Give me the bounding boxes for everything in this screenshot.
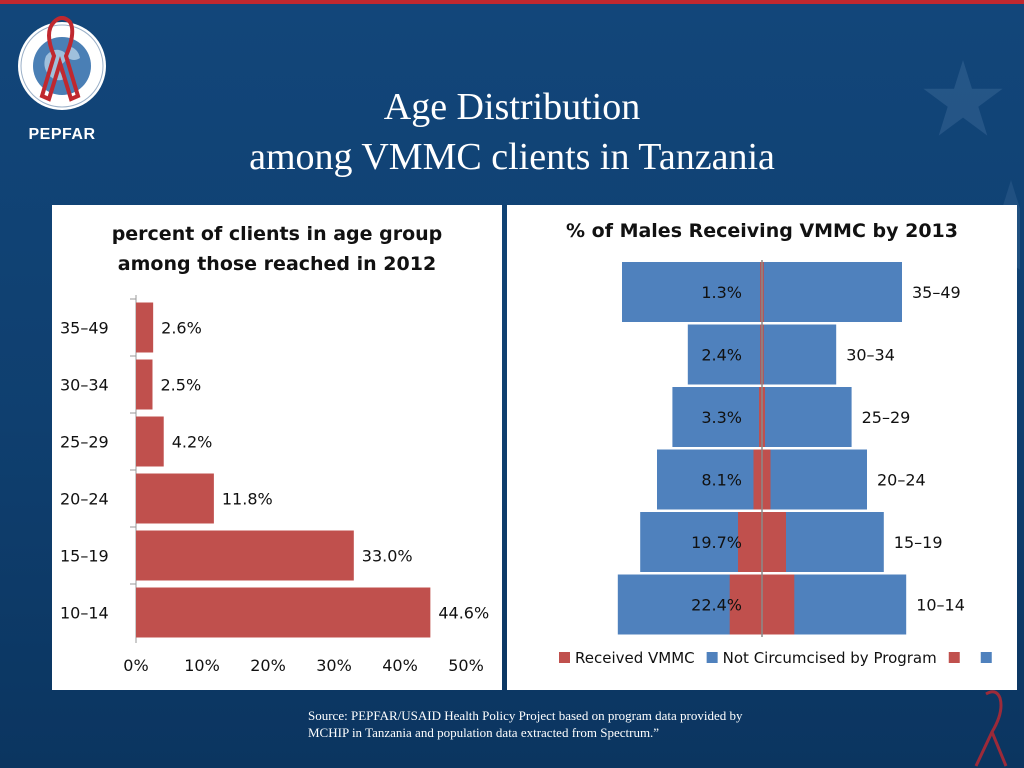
y-tick-label: 10–14: [60, 604, 109, 623]
bar: [136, 302, 154, 353]
x-tick-label: 20%: [250, 656, 286, 675]
legend-swatch: [706, 652, 718, 663]
x-tick-label: 40%: [382, 656, 418, 675]
x-tick-label: 10%: [184, 656, 220, 675]
data-label: 4.2%: [172, 433, 213, 452]
source-line-2: MCHIP in Tanzania and population data ex…: [308, 725, 660, 740]
y-tick-label: 35–49: [60, 319, 109, 338]
star-icon: [923, 60, 1003, 136]
category-label: 25–29: [862, 408, 911, 427]
x-tick-label: 50%: [448, 656, 484, 675]
pepfar-seal-icon: [18, 16, 106, 110]
legend-swatch: [559, 652, 570, 663]
legend-swatch: [980, 652, 992, 663]
legend-label: Not Circumcised by Program: [723, 649, 937, 667]
bar: [136, 473, 214, 524]
data-label: 2.4%: [701, 346, 742, 365]
bar: [136, 359, 153, 410]
left-bar-chart: 35–49 2.6% 30–34 2.5% 25–29 4.2% 20–24 11.8% 15–…: [60, 295, 489, 675]
legend-swatch: [948, 652, 960, 663]
source-line-1: Source: PEPFAR/USAID Health Policy Proje…: [308, 708, 743, 723]
data-label: 3.3%: [701, 408, 742, 427]
y-tick-label: 20–24: [60, 490, 109, 509]
category-label: 10–14: [916, 596, 965, 615]
source-note: Source: PEPFAR/USAID Health Policy Proje…: [308, 707, 868, 741]
category-label: 15–19: [894, 533, 943, 552]
left-chart-panel: percent of clients in age group among th…: [52, 205, 502, 690]
data-label: 44.6%: [438, 604, 489, 623]
left-chart-title-line-2: among those reached in 2012: [117, 253, 437, 275]
left-chart-title: percent of clients in age group among th…: [52, 219, 502, 279]
y-tick-label: 15–19: [60, 547, 109, 566]
top-accent-rule: [0, 0, 1024, 4]
bar: [136, 416, 164, 467]
right-chart-panel: % of Males Receiving VMMC by 2013 1.3% 35…: [507, 205, 1017, 690]
data-label: 19.7%: [691, 533, 742, 552]
red-ribbon-icon: [974, 690, 1008, 767]
data-label: 11.8%: [222, 490, 273, 509]
bar: [136, 587, 431, 638]
category-label: 20–24: [877, 471, 926, 490]
data-label: 33.0%: [362, 547, 413, 566]
legend-label: Received VMMC: [575, 649, 695, 667]
left-chart-title-line-1: percent of clients in age group: [111, 223, 443, 245]
title-line-2: among VMMC clients in Tanzania: [249, 136, 775, 178]
data-label: 2.5%: [161, 376, 202, 395]
data-label: 2.6%: [161, 319, 202, 338]
y-tick-label: 25–29: [60, 433, 109, 452]
data-label: 8.1%: [701, 471, 742, 490]
title-line-1: Age Distribution: [383, 86, 641, 128]
red-ribbon-icon: [39, 16, 81, 102]
data-label: 22.4%: [691, 596, 742, 615]
page-title: Age Distribution among VMMC clients in T…: [150, 82, 874, 182]
right-pyramid-chart: 1.3% 35–49 2.4% 30–34 3.3% 25–29 8.1% 20–24 19.7…: [559, 260, 992, 667]
y-tick-label: 30–34: [60, 376, 109, 395]
brand-label: PEPFAR: [28, 126, 96, 143]
x-tick-label: 30%: [316, 656, 352, 675]
category-label: 35–49: [912, 283, 961, 302]
right-chart-title: % of Males Receiving VMMC by 2013: [565, 220, 958, 242]
x-tick-label: 0%: [123, 656, 148, 675]
data-label: 1.3%: [701, 283, 742, 302]
bar: [136, 530, 354, 581]
category-label: 30–34: [846, 346, 895, 365]
